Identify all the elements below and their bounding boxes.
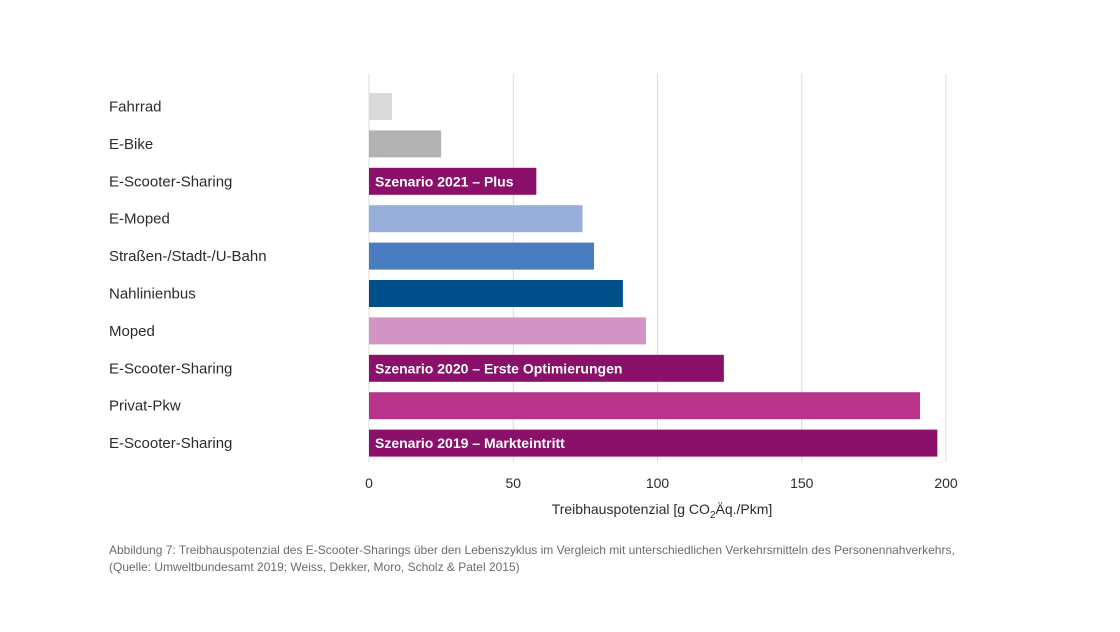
- category-label-2: E-Bike: [109, 136, 153, 153]
- category-label-4: E-Moped: [109, 211, 170, 228]
- x-tick-label-0: 0: [365, 475, 373, 491]
- figure-caption: Abbildung 7: Treibhauspotenzial des E-Sc…: [109, 542, 1009, 576]
- bar-10: [369, 429, 938, 457]
- x-axis-title: Treibhauspotenzial [g CO2Äq./Pkm]: [552, 501, 773, 521]
- category-label-5: Straßen-/Stadt-/U-Bahn: [109, 248, 267, 265]
- category-labels: Fahrrad E-Bike E-Scooter-Sharing E-Moped Str…: [109, 99, 267, 453]
- x-axis-title-unit: Äq./Pkm]: [716, 501, 773, 517]
- x-axis-title-main: Treibhauspotenzial [g CO: [552, 501, 710, 517]
- bars: Szenario 2021 – Plus Szenario 2020 – Erst…: [369, 93, 938, 457]
- bar-chart: Szenario 2021 – Plus Szenario 2020 – Erst…: [109, 74, 958, 521]
- bar-4: [369, 205, 583, 233]
- category-label-10: E-Scooter-Sharing: [109, 435, 232, 452]
- bar-8: [369, 354, 724, 382]
- category-label-7: Moped: [109, 323, 155, 340]
- caption-line-2: (Quelle: Umweltbundesamt 2019; Weiss, De…: [109, 560, 520, 574]
- category-label-6: Nahlinienbus: [109, 286, 196, 303]
- category-label-3: E-Scooter-Sharing: [109, 173, 232, 190]
- x-axis-ticks: 0 50 100 150 200: [365, 475, 958, 491]
- x-axis-title-subscript: 2: [710, 510, 716, 521]
- category-label-8: E-Scooter-Sharing: [109, 360, 232, 377]
- bar-5: [369, 242, 595, 270]
- x-tick-label-200: 200: [934, 475, 958, 491]
- x-tick-label-50: 50: [505, 475, 521, 491]
- bar-label-10: Szenario 2019 – Markteintritt: [375, 435, 565, 451]
- bar-2: [369, 130, 442, 158]
- bar-6: [369, 280, 623, 307]
- category-label-1: Fahrrad: [109, 99, 162, 116]
- bar-7: [369, 317, 646, 345]
- bar-1: [369, 93, 393, 120]
- x-tick-label-150: 150: [790, 475, 814, 491]
- bar-3: [369, 167, 537, 195]
- bar-label-8: Szenario 2020 – Erste Optimierungen: [375, 360, 622, 376]
- category-label-9: Privat-Pkw: [109, 398, 181, 415]
- x-tick-label-100: 100: [646, 475, 670, 491]
- bar-label-3: Szenario 2021 – Plus: [375, 173, 514, 189]
- caption-line-1: Abbildung 7: Treibhauspotenzial des E-Sc…: [109, 543, 955, 557]
- bar-9: [369, 392, 921, 420]
